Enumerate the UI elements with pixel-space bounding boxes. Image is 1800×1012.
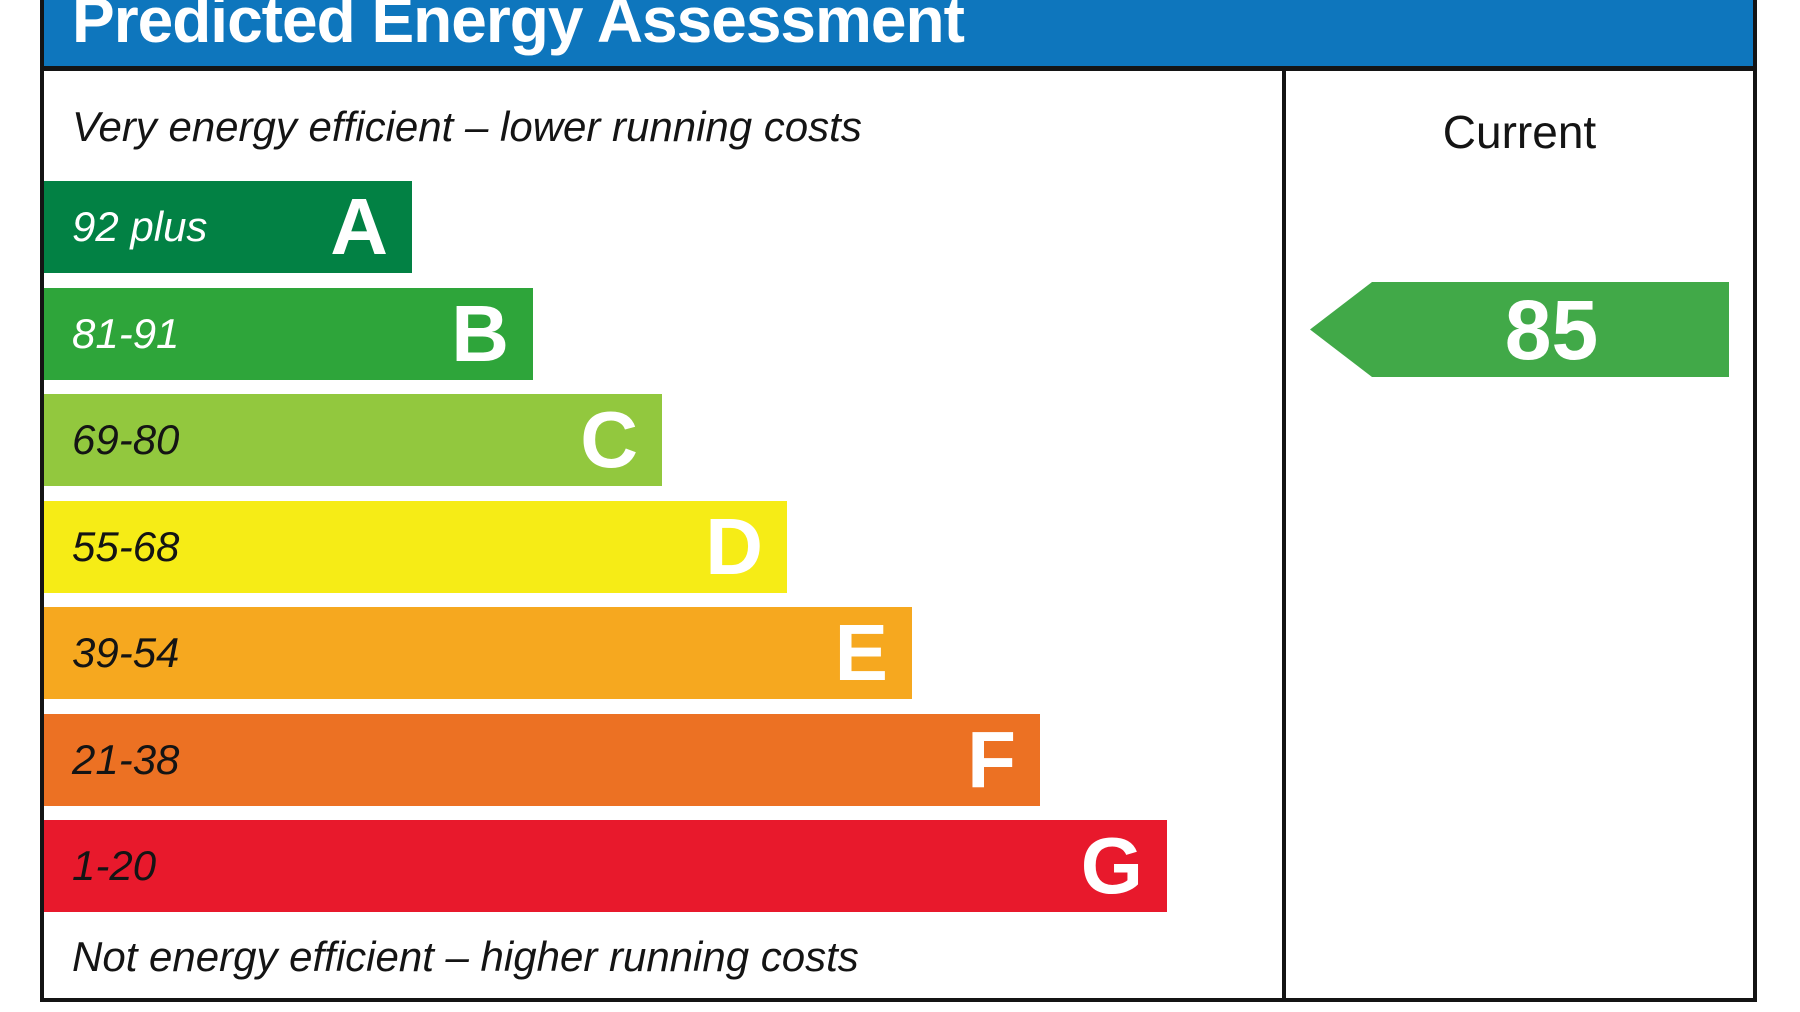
current-column: Current 85 xyxy=(1286,71,1753,998)
band-letter: F xyxy=(967,714,1016,804)
band-letter: G xyxy=(1080,821,1143,910)
band-range-label: 21-38 xyxy=(72,735,180,783)
band-letter: A xyxy=(330,182,388,271)
band-letter: B xyxy=(451,288,509,378)
band-letter: D xyxy=(705,501,763,591)
band-row-f: 21-38 F xyxy=(44,713,1040,806)
band-range-label: 55-68 xyxy=(72,522,180,570)
band-row-d: 55-68 D xyxy=(44,500,787,593)
band-range-label: 92 plus xyxy=(72,203,208,250)
band-row-b: 81-91 B xyxy=(44,287,533,380)
band-range-label: 1-20 xyxy=(72,842,157,889)
band-row-c: 69-80 C xyxy=(44,394,662,486)
current-rating-arrow: 85 xyxy=(1310,282,1729,377)
rating-scale-column: Very energy efficient – lower running co… xyxy=(44,71,1282,998)
top-note: Very energy efficient – lower running co… xyxy=(72,103,862,150)
band-range-label: 39-54 xyxy=(72,629,180,676)
page-title: Predicted Energy Assessment xyxy=(72,0,965,56)
chart-frame: Predicted Energy Assessment Very energy … xyxy=(40,0,1757,1002)
chart-body: Very energy efficient – lower running co… xyxy=(44,71,1753,998)
title-bar: Predicted Energy Assessment xyxy=(44,0,1753,71)
band-row-a: 92 plus A xyxy=(44,181,412,273)
band-row-e: 39-54 E xyxy=(44,607,912,699)
current-rating-value: 85 xyxy=(1504,282,1599,377)
current-column-header: Current xyxy=(1442,106,1597,158)
band-letter: C xyxy=(580,395,638,484)
band-range-label: 81-91 xyxy=(72,309,180,357)
band-range-label: 69-80 xyxy=(72,416,180,463)
band-letter: E xyxy=(834,608,888,697)
bottom-note: Not energy efficient – higher running co… xyxy=(72,933,859,980)
column-divider xyxy=(1282,71,1286,998)
band-row-g: 1-20 G xyxy=(44,820,1167,912)
